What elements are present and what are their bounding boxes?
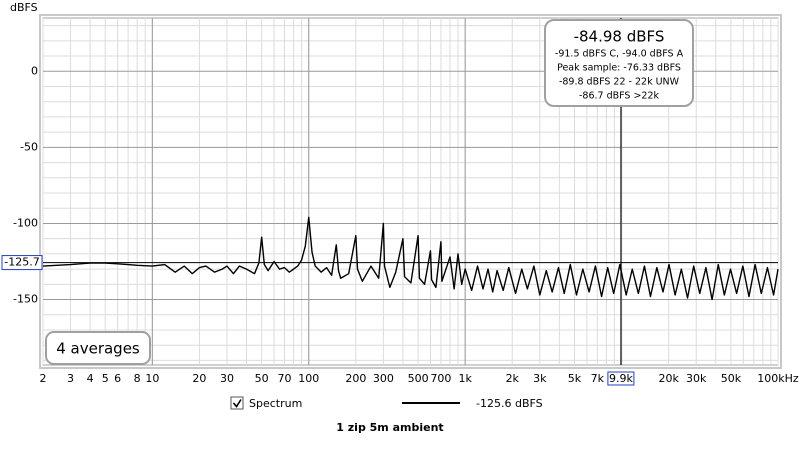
- info-title: -84.98 dBFS: [574, 28, 665, 46]
- x-tick-label: 500: [408, 372, 429, 385]
- x-tick-label: 50k: [721, 372, 742, 385]
- x-tick-label: 2: [40, 372, 47, 385]
- x-tick-label: 4: [87, 372, 94, 385]
- x-tick-label: 30: [220, 372, 234, 385]
- y-axis-label: dBFS: [10, 1, 38, 14]
- checkmark: [232, 399, 242, 408]
- x-tick-label: 5: [102, 372, 109, 385]
- x-tick-label: 30k: [686, 372, 707, 385]
- info-line: -91.5 dBFS C, -94.0 dBFS A: [555, 49, 684, 60]
- x-tick-label: 3: [67, 372, 74, 385]
- info-box: -84.98 dBFS -91.5 dBFS C, -94.0 dBFS A P…: [544, 19, 694, 107]
- averages-frame: [45, 331, 151, 365]
- plot-frame: [39, 14, 782, 369]
- x-tick-label: 50: [255, 372, 269, 385]
- x-tick-label: 20: [192, 372, 206, 385]
- cursor-x-box: [607, 371, 635, 386]
- x-tick-label: 6: [114, 372, 121, 385]
- x-tick-label: 20k: [658, 372, 679, 385]
- info-line: -86.7 dBFS >22k: [579, 91, 660, 102]
- y-tick-label: -150: [13, 293, 38, 306]
- x-tick-label: 2k: [506, 372, 520, 385]
- averages-label: 4 averages: [56, 340, 140, 358]
- cursor-y-box: [1, 255, 43, 271]
- x-tick-label: 7k: [591, 372, 605, 385]
- x-tick-label: 1k: [458, 372, 472, 385]
- x-tick-label: 700: [430, 372, 451, 385]
- x-tick-label: 100: [298, 372, 319, 385]
- info-line: -89.8 dBFS 22 - 22k UNW: [559, 77, 680, 88]
- x-tick-label: 5k: [568, 372, 582, 385]
- x-tick-label: 10: [145, 372, 159, 385]
- info-line: Peak sample: -76.33 dBFS: [557, 63, 681, 74]
- x-tick-label: 100kHz: [757, 372, 799, 385]
- legend-readout: -125.6 dBFS: [476, 397, 543, 410]
- legend: Spectrum -125.6 dBFS: [230, 396, 543, 410]
- x-tick-label: 3k: [533, 372, 547, 385]
- legend-label: Spectrum: [249, 397, 302, 410]
- averages-box: 4 averages: [45, 331, 151, 365]
- cursor-y-label: -125.7: [4, 256, 39, 269]
- x-tick-label: 70: [278, 372, 292, 385]
- y-tick-label: -100: [13, 216, 38, 229]
- spectrum-line: [42, 216, 779, 301]
- cursor-x-label: 9.9k: [609, 372, 633, 385]
- x-tick-label: 200: [345, 372, 366, 385]
- x-tick-label: 300: [373, 372, 394, 385]
- y-tick-label: -50: [20, 140, 38, 153]
- info-box-frame: [544, 19, 694, 107]
- y-tick-label: 0: [31, 64, 38, 77]
- x-tick-label: 8: [134, 372, 141, 385]
- footer: 1 zip 5m ambient: [336, 421, 443, 434]
